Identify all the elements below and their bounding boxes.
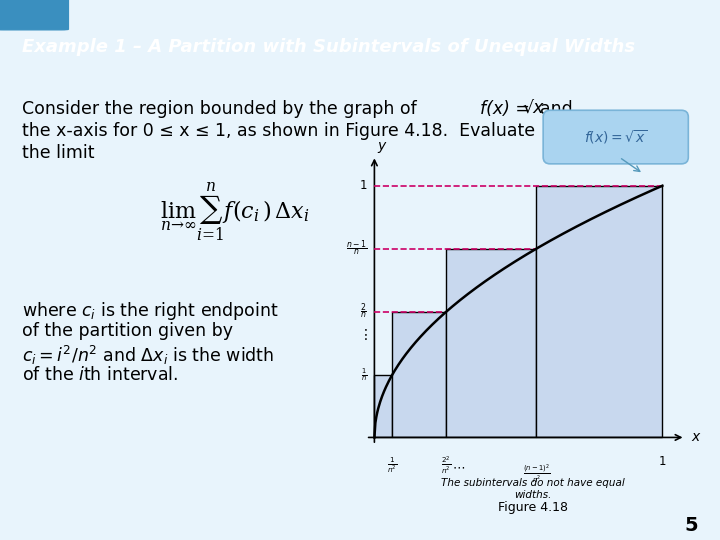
Text: $\frac{2}{n}$: $\frac{2}{n}$ xyxy=(360,301,367,322)
Text: Figure 4.18: Figure 4.18 xyxy=(498,501,568,514)
Text: y: y xyxy=(377,139,385,153)
Text: where $c_i$ is the right endpoint: where $c_i$ is the right endpoint xyxy=(22,300,279,322)
Text: 5: 5 xyxy=(685,516,698,535)
Text: $\frac{2^2}{n^2}$: $\frac{2^2}{n^2}$ xyxy=(441,455,451,476)
Text: the limit: the limit xyxy=(22,144,94,162)
Bar xyxy=(374,375,392,437)
Text: $\frac{1}{n^2}$: $\frac{1}{n^2}$ xyxy=(387,455,397,475)
Text: $f(x) = \sqrt{x}$: $f(x) = \sqrt{x}$ xyxy=(584,128,647,146)
Text: 1: 1 xyxy=(659,455,666,468)
Text: $\frac{(n-1)^2}{n^2}$: $\frac{(n-1)^2}{n^2}$ xyxy=(523,463,550,485)
Text: $\vdots$: $\vdots$ xyxy=(358,327,367,342)
Text: Example 1 – A Partition with Subintervals of Unequal Widths: Example 1 – A Partition with Subinterval… xyxy=(22,38,635,56)
FancyBboxPatch shape xyxy=(543,110,688,164)
FancyBboxPatch shape xyxy=(0,0,68,30)
Text: $\lim_{n \to \infty} \sum_{i=1}^{n} f(c_i)\,\Delta x_i$: $\lim_{n \to \infty} \sum_{i=1}^{n} f(c_… xyxy=(160,180,310,242)
Text: The subintervals do not have equal
widths.: The subintervals do not have equal width… xyxy=(441,478,625,500)
Bar xyxy=(446,248,536,437)
Text: $\frac{1}{n}$: $\frac{1}{n}$ xyxy=(361,366,367,383)
Text: f(x) =: f(x) = xyxy=(480,100,530,118)
Text: $\cdots$: $\cdots$ xyxy=(452,460,465,473)
Text: of the partition given by: of the partition given by xyxy=(22,322,233,340)
Text: √x: √x xyxy=(522,100,544,118)
Text: the x-axis for 0 ≤ x ≤ 1, as shown in Figure 4.18.  Evaluate: the x-axis for 0 ≤ x ≤ 1, as shown in Fi… xyxy=(22,122,535,140)
Text: Consider the region bounded by the graph of: Consider the region bounded by the graph… xyxy=(22,100,417,118)
Text: x: x xyxy=(691,430,699,444)
Text: $\frac{n-1}{n}$: $\frac{n-1}{n}$ xyxy=(346,239,367,259)
Text: $c_i = i^2/n^2$ and $\Delta x_i$ is the width: $c_i = i^2/n^2$ and $\Delta x_i$ is the … xyxy=(22,344,274,367)
Bar xyxy=(536,186,662,437)
Text: 1: 1 xyxy=(360,179,367,192)
Bar xyxy=(392,312,446,437)
Text: and: and xyxy=(540,100,572,118)
Text: of the $\it{i}$th interval.: of the $\it{i}$th interval. xyxy=(22,366,179,384)
